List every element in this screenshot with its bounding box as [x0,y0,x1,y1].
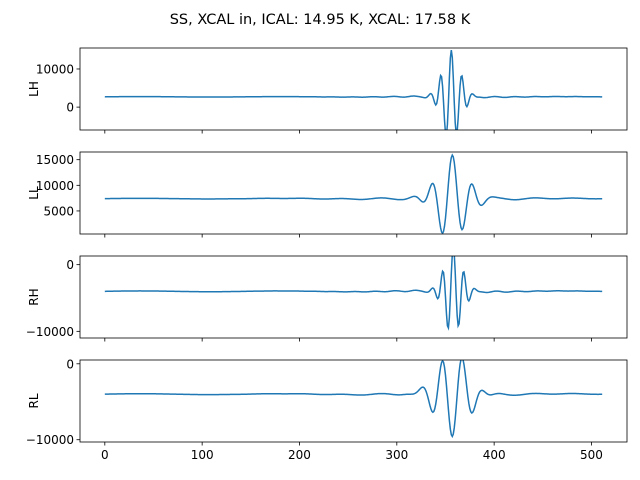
subplots: 010000LH50001000015000LL−100000RH−100000… [26,47,628,462]
y-tick-label: 0 [66,258,74,272]
series-line-rl [104,360,603,439]
axes-frame [79,255,628,339]
y-axis-label: RH [27,288,41,305]
figure-title: SS, XCAL in, ICAL: 14.95 K, XCAL: 17.58 … [170,12,471,28]
subplot-rh: −10000 0 RH [26,255,628,342]
axes-frame [79,151,628,235]
y-tick-label: 0 [66,357,74,371]
y-tick-label: 10000 [36,62,74,76]
series-line-lh [104,50,603,130]
series-line-rh [104,256,603,331]
series-line-ll [104,153,603,234]
y-axis-label: LH [27,81,41,97]
y-tick-label: 0 [66,101,74,115]
x-tick-label: 0 [101,448,109,462]
y-axis-label: RL [27,393,41,408]
y-tick-label: 10000 [36,179,74,193]
axes-frame [79,359,628,443]
x-tick-label: 100 [191,448,214,462]
y-tick-label: 15000 [36,153,74,167]
y-axis-label: LL [27,186,41,200]
y-tick-label: −10000 [26,433,74,447]
subplot-ll: 5000 10000 15000 LL [27,151,628,238]
x-tick-label: 200 [288,448,311,462]
x-tick-label: 500 [580,448,603,462]
x-tick-label: 300 [385,448,408,462]
subplot-lh: 0 10000 LH [27,47,628,134]
subplot-rl: −10000 0 0 100 200 300 400 500 RL [26,357,628,462]
y-tick-label: 5000 [43,204,74,218]
axes-frame [79,47,628,131]
y-tick-label: −10000 [26,325,74,339]
x-tick-label: 400 [483,448,506,462]
